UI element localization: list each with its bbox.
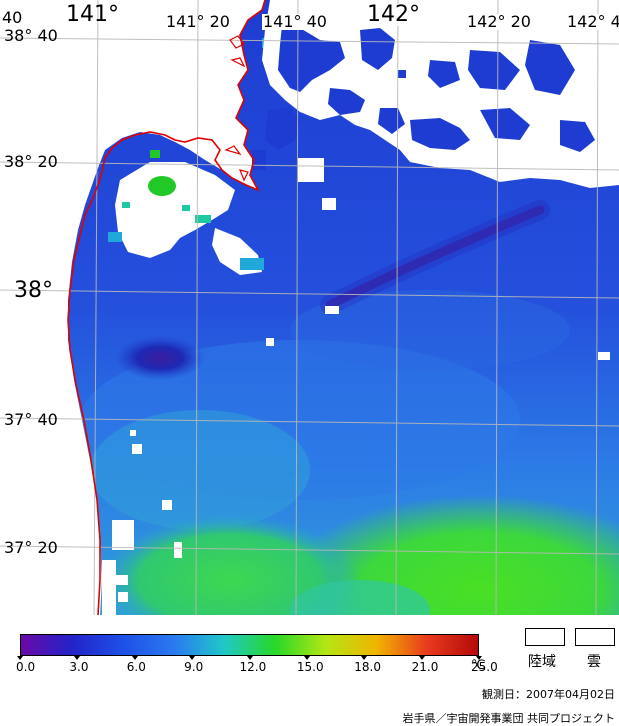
tick-label: 25.0 [471, 660, 498, 674]
land-swatch [525, 628, 565, 646]
land-label: 陸域 [528, 654, 556, 670]
tick-mark [418, 656, 425, 660]
lat-label-37-20: 37° 20 [4, 538, 58, 557]
tick-label: 9.0 [184, 660, 204, 674]
coastline [67, 0, 266, 615]
lon-label-left-edge: 40 [2, 8, 23, 27]
observation-date: 観測日：2007年04月02日 [482, 688, 615, 701]
credit-text: 岩手県／宇宙開発事業団 共同プロジェクト [402, 712, 616, 725]
tick-mark [476, 656, 482, 660]
lon-label-142-20: 142° 20 [466, 12, 532, 31]
land-area [0, 0, 265, 615]
tick-label: 12.0 [239, 660, 267, 674]
tick-mark [303, 656, 310, 660]
tick-mark [246, 656, 253, 660]
lon-label-141: 141° [66, 2, 119, 27]
lat-label-38-20: 38° 20 [4, 152, 58, 171]
tick-mark [189, 656, 196, 660]
tick-label: 18.0 [354, 660, 381, 674]
tick-label: 21.0 [411, 660, 439, 674]
tick-mark [361, 656, 368, 660]
temperature-color-bar [20, 634, 479, 656]
tick-label: 15.0 [296, 660, 324, 674]
lat-label-37-40: 37° 40 [4, 410, 58, 429]
tick-label: 3.0 [69, 660, 89, 674]
lon-label-142: 142° [366, 2, 421, 27]
cloud-swatch [575, 628, 615, 646]
tick-mark [131, 656, 138, 660]
cold-water-patch [115, 336, 205, 380]
lat-label-38: 38° [14, 278, 53, 303]
tick-label: 0.0 [16, 660, 36, 674]
tick-label: 6.0 [126, 660, 146, 674]
cloud-label: 雲 [587, 654, 601, 670]
sst-map: 40 141° 141° 20 141° 40 142° 142° 20 142… [0, 0, 619, 615]
lat-label-38-40: 38° 40 [4, 26, 58, 45]
lon-label-141-20: 141° 20 [166, 12, 230, 31]
sst-map-canvas [0, 0, 619, 615]
temperature-unit: ℃ [471, 658, 486, 673]
lon-label-141-40: 141° 40 [262, 12, 328, 31]
tick-mark [17, 656, 23, 660]
tick-mark [74, 656, 81, 660]
lon-label-142-40: 142° 40 [566, 14, 619, 30]
